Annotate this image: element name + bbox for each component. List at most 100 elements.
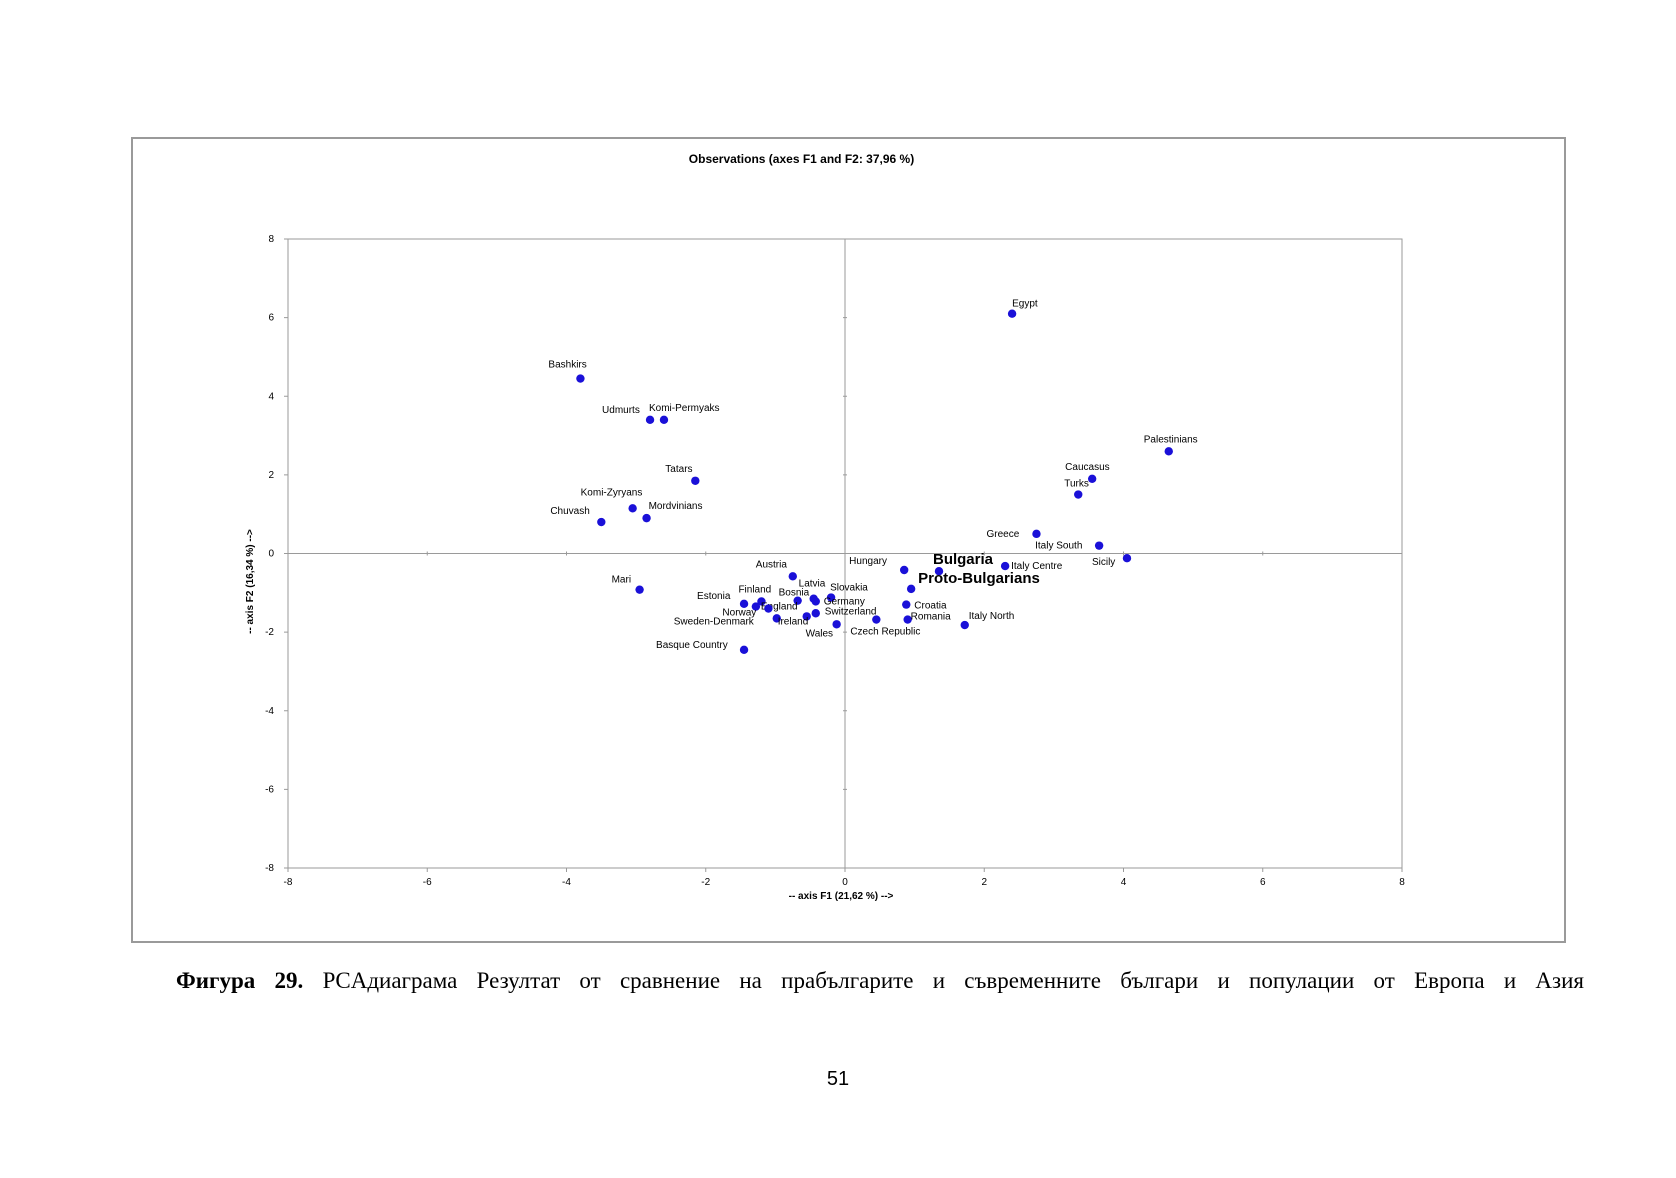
data-point-label: Caucasus <box>1065 462 1109 473</box>
data-point <box>739 645 749 655</box>
data-point-label: Bashkirs <box>548 360 586 371</box>
y-tick-label: 8 <box>268 234 274 245</box>
data-point <box>802 612 811 621</box>
data-point-label: Proto-Bulgarians <box>918 570 1040 587</box>
data-point-label: Palestinians <box>1144 434 1198 445</box>
y-tick-label: 0 <box>268 549 274 560</box>
data-point-label: Sweden-Denmark <box>674 616 755 627</box>
data-point-label: Bulgaria <box>933 551 994 568</box>
data-point <box>906 584 916 594</box>
x-tick-label: 6 <box>1260 877 1266 888</box>
data-point <box>1000 561 1010 571</box>
figure-caption-prefix: Фигура 29. <box>176 968 304 993</box>
data-point <box>899 565 909 575</box>
data-point-label: Italy North <box>969 611 1015 622</box>
data-point-label: Estonia <box>697 591 731 602</box>
data-point <box>1094 541 1104 550</box>
data-point-label: Austria <box>756 559 788 570</box>
x-tick-label: 4 <box>1121 877 1127 888</box>
y-tick-label: 4 <box>268 391 274 402</box>
data-point <box>934 566 944 576</box>
x-axis-label: -- axis F1 (21,62 %) --> <box>789 891 894 902</box>
x-tick-label: 2 <box>981 877 987 888</box>
figure-caption: Фигура 29. PCAдиаграма Резултат от сравн… <box>176 968 1584 994</box>
figure-caption-text: PCAдиаграма Резултат от сравнение на пра… <box>303 968 1584 993</box>
x-tick-label: -2 <box>701 877 710 888</box>
data-point <box>739 599 749 609</box>
data-point-label: Finland <box>738 584 771 595</box>
data-point <box>832 620 841 629</box>
data-point-label: Norway <box>722 608 756 619</box>
y-tick-label: -2 <box>265 627 274 638</box>
data-point-label: Croatia <box>914 601 947 612</box>
data-point <box>826 593 836 602</box>
data-point <box>1032 529 1041 539</box>
data-point-label: Turks <box>1064 479 1089 490</box>
data-point-label: Czech Republic <box>850 627 920 638</box>
data-point <box>757 597 766 606</box>
y-tick-label: -6 <box>265 784 274 795</box>
data-point <box>902 600 911 609</box>
data-point-label: Mari <box>612 575 631 586</box>
data-point <box>751 602 761 611</box>
data-point <box>645 415 655 425</box>
data-point <box>1074 490 1083 499</box>
data-point-label: Hungary <box>849 556 887 567</box>
x-tick-label: -4 <box>562 877 571 888</box>
data-point-label: Ireland <box>778 616 809 627</box>
data-point-label: Egypt <box>1012 299 1038 310</box>
data-point-label: Bosnia <box>779 588 810 599</box>
y-tick-label: 2 <box>268 470 274 481</box>
data-point <box>788 572 797 581</box>
data-point-label: Italy Centre <box>1011 561 1063 572</box>
data-point <box>903 615 912 624</box>
data-point <box>691 476 700 485</box>
data-point-label: Mordvinians <box>649 501 703 512</box>
data-point-label: Chuvash <box>550 506 589 517</box>
data-point <box>1087 474 1097 484</box>
data-point-label: Switzerland <box>825 606 877 617</box>
y-tick-label: -8 <box>265 863 274 874</box>
data-point <box>811 609 820 618</box>
data-point <box>1122 554 1132 563</box>
data-point-label: Komi-Zyryans <box>581 487 643 498</box>
data-point <box>635 585 644 594</box>
data-point-label: Udmurts <box>602 405 640 416</box>
data-point <box>872 615 881 624</box>
data-point-label: Germany <box>824 596 865 607</box>
data-point <box>659 415 669 425</box>
data-point <box>764 604 773 613</box>
data-point-label: Basque Country <box>656 640 728 651</box>
data-point-label: Greece <box>986 529 1019 540</box>
data-point-label: Sicily <box>1092 557 1115 568</box>
y-axis-label: -- axis F2 (16,34 %) --> <box>245 529 256 634</box>
page-number: 51 <box>826 1068 850 1090</box>
x-tick-label: -6 <box>423 877 432 888</box>
data-point <box>1164 447 1173 456</box>
x-tick-label: 8 <box>1399 877 1405 888</box>
data-point <box>597 517 606 527</box>
scatter-chart: Observations (axes F1 and F2: 37,96 %) -8… <box>245 152 1405 902</box>
data-point-label: England <box>761 602 798 613</box>
data-point <box>772 614 781 623</box>
data-point <box>576 374 585 383</box>
data-point <box>1007 309 1017 318</box>
data-point <box>811 597 820 606</box>
data-point <box>960 620 969 630</box>
data-point-label: Komi-Permyaks <box>649 403 720 414</box>
chart-frame: Observations (axes F1 and F2: 37,96 %) -8… <box>131 137 1566 943</box>
data-point-label: Slovakia <box>830 583 868 594</box>
data-point-label: Tatars <box>665 464 692 475</box>
chart-title: Observations (axes F1 and F2: 37,96 %) <box>689 152 914 166</box>
y-tick-label: -4 <box>265 706 274 717</box>
data-point <box>628 504 637 513</box>
data-point-label: Latvia <box>799 579 826 590</box>
data-point-label: Italy South <box>1035 541 1082 552</box>
data-point <box>642 513 651 523</box>
data-point-label: Wales <box>806 628 833 639</box>
data-point-label: Romania <box>911 612 951 623</box>
x-tick-label: -8 <box>284 877 293 888</box>
x-tick-label: 0 <box>842 877 848 888</box>
data-point <box>793 596 802 605</box>
y-tick-label: 6 <box>268 313 274 324</box>
